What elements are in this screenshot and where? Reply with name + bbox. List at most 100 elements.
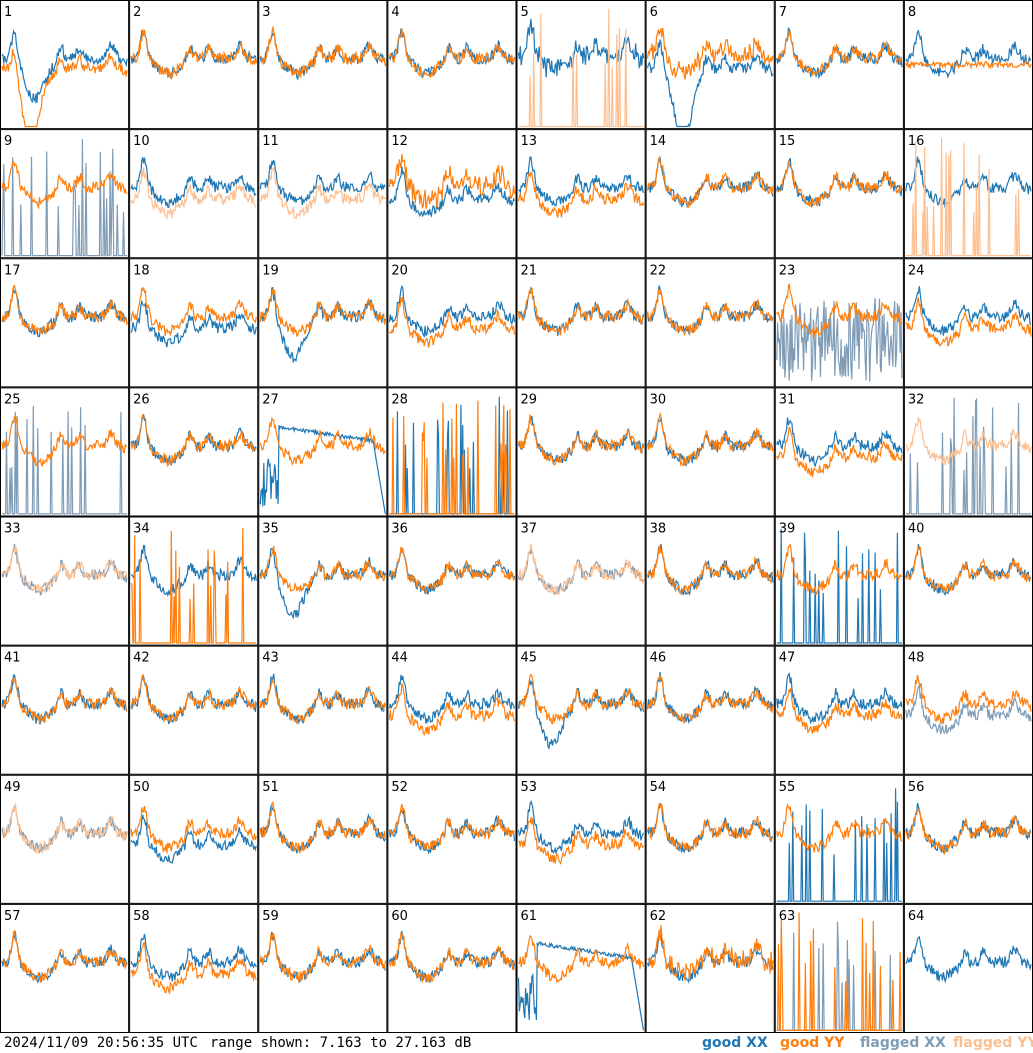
panel-18: 18 — [129, 258, 259, 388]
panel-frame — [258, 903, 388, 1033]
series-yy-line — [259, 800, 386, 854]
series-xx-line — [259, 286, 386, 363]
panel-frame — [516, 258, 646, 388]
panel-14: 14 — [645, 129, 775, 259]
series-yy-line — [517, 170, 645, 218]
panel-number-label: 12 — [391, 134, 408, 149]
panel-number-label: 8 — [908, 5, 916, 20]
panel-54: 54 — [645, 774, 775, 904]
series-xx-line — [130, 157, 257, 209]
panel-frame — [516, 516, 646, 646]
series-yy-line — [1, 160, 128, 210]
series-yy-line — [905, 545, 1032, 594]
panel-frame — [903, 903, 1033, 1033]
panel-number-label: 19 — [262, 263, 279, 278]
series-xx-line — [776, 672, 903, 725]
panel-frame — [387, 903, 517, 1033]
series-xx-line — [905, 684, 1032, 735]
series-xx-line — [647, 671, 774, 725]
panel-number-label: 46 — [650, 651, 667, 666]
panel-frame — [516, 903, 646, 1033]
series-yy-line — [1, 413, 128, 468]
panel-frame — [645, 516, 775, 646]
legend-good-xx: good XX — [702, 1035, 768, 1051]
panel-number-label: 47 — [779, 651, 796, 666]
panel-50: 50 — [129, 774, 259, 904]
panel-frame — [129, 387, 259, 517]
panel-frame — [129, 129, 259, 259]
panel-43: 43 — [258, 645, 388, 775]
panel-number-label: 20 — [391, 263, 408, 278]
series-xx-line — [2, 405, 128, 515]
panel-46: 46 — [645, 645, 775, 775]
panel-number-label: 7 — [779, 5, 787, 20]
series-xx-line — [388, 674, 516, 724]
panel-frame — [645, 0, 775, 130]
series-yy-line — [259, 288, 386, 338]
panel-number-label: 58 — [133, 909, 150, 924]
panel-23: 23 — [774, 258, 904, 388]
panel-number-label: 51 — [262, 780, 279, 795]
panel-number-label: 49 — [4, 780, 21, 795]
panel-number-label: 2 — [133, 5, 141, 20]
panel-number-label: 18 — [133, 263, 150, 278]
panel-number-label: 29 — [521, 392, 538, 407]
panel-number-label: 53 — [521, 780, 538, 795]
panel-number-label: 64 — [908, 909, 925, 924]
series-xx-line — [517, 18, 645, 78]
series-xx-line — [776, 417, 903, 468]
panel-number-label: 60 — [391, 909, 408, 924]
panel-22: 22 — [645, 258, 775, 388]
panel-19: 19 — [258, 258, 388, 388]
series-yy-line — [905, 137, 1031, 257]
series-yy-line — [259, 545, 386, 593]
panel-63: 63 — [774, 903, 904, 1033]
panel-31: 31 — [774, 387, 904, 517]
panel-5: 5 — [516, 0, 646, 130]
series-yy-line — [647, 288, 774, 337]
panel-number-label: 41 — [4, 651, 21, 666]
panel-number-label: 26 — [133, 392, 150, 407]
legend-flagged-xx: flagged XX — [860, 1035, 946, 1051]
series-xx-line — [905, 935, 1032, 984]
panel-number-label: 16 — [908, 134, 925, 149]
panel-number-label: 50 — [133, 780, 150, 795]
series-yy-line — [517, 543, 645, 596]
range-label: range shown: 7.163 to 27.163 dB — [210, 1035, 472, 1051]
panel-49: 49 — [0, 774, 130, 904]
panel-3: 3 — [258, 0, 388, 130]
series-yy-line — [776, 282, 903, 337]
panel-number-label: 61 — [521, 909, 538, 924]
panel-39: 39 — [774, 516, 904, 646]
panel-61: 61 — [516, 903, 646, 1033]
series-yy-line — [130, 29, 257, 80]
panel-2: 2 — [129, 0, 259, 130]
panel-6: 6 — [645, 0, 775, 130]
series-xx-line — [518, 156, 645, 207]
series-xx-line — [776, 788, 902, 902]
panel-7: 7 — [774, 0, 904, 130]
panel-number-label: 10 — [133, 134, 150, 149]
series-xx-line — [776, 528, 902, 644]
series-xx-line — [130, 299, 257, 348]
series-yy-line — [1, 49, 128, 128]
series-xx-line — [776, 298, 903, 382]
panel-16: 16 — [903, 129, 1033, 259]
series-yy-line — [647, 155, 774, 208]
panel-number-label: 54 — [650, 780, 667, 795]
series-yy-line — [1, 803, 128, 854]
panel-frame — [774, 129, 904, 259]
series-yy-line — [130, 167, 257, 221]
series-yy-line — [388, 682, 516, 736]
panel-number-label: 42 — [133, 651, 150, 666]
panel-number-label: 21 — [521, 263, 538, 278]
panel-number-label: 22 — [650, 263, 667, 278]
panel-number-label: 15 — [779, 134, 796, 149]
panel-64: 64 — [903, 903, 1033, 1033]
panel-frame — [645, 645, 775, 775]
panel-number-label: 13 — [521, 134, 538, 149]
panel-number-label: 31 — [779, 392, 796, 407]
panel-17: 17 — [0, 258, 130, 388]
panel-frame — [0, 258, 130, 388]
panel-25: 25 — [0, 387, 130, 517]
